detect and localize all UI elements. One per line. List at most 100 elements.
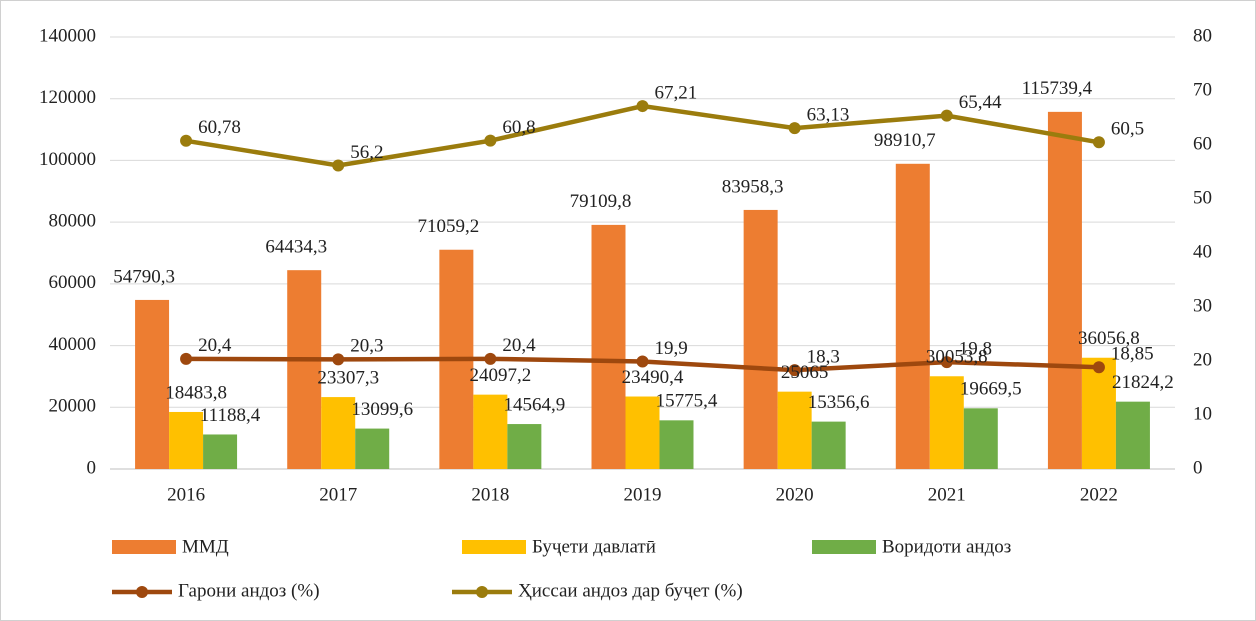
legend-marker: [476, 586, 488, 598]
bar: [473, 394, 508, 469]
bar: [1115, 401, 1150, 469]
x-tick-label: 2020: [776, 484, 814, 505]
x-tick-label: 2022: [1080, 484, 1118, 505]
data-label: 18,85: [1111, 344, 1154, 365]
y2-tick-label: 70: [1193, 79, 1212, 100]
x-tick-label: 2021: [928, 484, 966, 505]
bar: [591, 224, 626, 469]
data-label: 21824,2: [1112, 372, 1174, 393]
data-label: 23307,3: [317, 367, 379, 388]
data-label: 30053,8: [926, 347, 988, 368]
x-tick-label: 2016: [167, 484, 205, 505]
y2-tick-label: 20: [1193, 349, 1212, 370]
data-label: 63,13: [807, 104, 850, 125]
x-tick-label: 2017: [319, 484, 357, 505]
line-marker: [940, 109, 953, 122]
data-label: 71059,2: [417, 216, 479, 237]
y-tick-label: 0: [87, 457, 97, 478]
legend-swatch: [462, 540, 526, 554]
data-label: 56,2: [350, 142, 383, 163]
data-label: 19669,5: [960, 379, 1022, 400]
data-label: 20,4: [502, 335, 536, 356]
data-label: 60,78: [198, 117, 241, 138]
data-label: 115739,4: [1022, 78, 1093, 99]
bar: [963, 408, 998, 469]
data-label: 23490,4: [622, 367, 684, 388]
bar: [743, 209, 778, 469]
line-marker: [484, 352, 497, 365]
y2-tick-label: 80: [1193, 25, 1212, 46]
data-label: 15356,6: [808, 392, 870, 413]
line-marker: [332, 159, 345, 172]
y-tick-label: 80000: [49, 211, 97, 232]
data-label: 65,44: [959, 92, 1002, 113]
data-label: 24097,2: [469, 365, 531, 386]
line-marker: [788, 122, 801, 135]
y2-tick-label: 40: [1193, 241, 1212, 262]
data-label: 19,9: [655, 338, 688, 359]
legend-swatch: [812, 540, 876, 554]
line-marker: [1092, 361, 1105, 374]
line-marker: [484, 134, 497, 147]
legend-label: Ҳиссаи андоз дар буҷет (%): [518, 580, 743, 601]
y-tick-label: 140000: [39, 25, 96, 46]
data-label: 79109,8: [570, 191, 632, 212]
bar: [625, 396, 660, 469]
x-tick-label: 2019: [624, 484, 662, 505]
y-tick-label: 20000: [49, 396, 97, 417]
line-marker: [1092, 136, 1105, 149]
data-label: 25065: [781, 362, 829, 383]
data-label: 18,3: [807, 347, 840, 368]
bar: [321, 397, 356, 469]
data-label: 83958,3: [722, 176, 784, 197]
bar: [169, 411, 204, 469]
data-label: 64434,3: [265, 237, 327, 258]
line-marker: [940, 356, 953, 369]
y2-tick-label: 0: [1193, 457, 1203, 478]
y-tick-label: 60000: [49, 272, 97, 293]
bar: [1081, 357, 1116, 469]
data-label: 18483,8: [165, 382, 227, 403]
bar: [659, 420, 694, 469]
bar: [135, 299, 170, 469]
y2-tick-label: 10: [1193, 403, 1212, 424]
data-label: 67,21: [655, 82, 698, 103]
bar: [895, 163, 930, 469]
bar: [203, 434, 238, 469]
y-tick-label: 100000: [39, 149, 96, 170]
line-marker: [788, 364, 801, 377]
data-label: 98910,7: [874, 130, 936, 151]
legend-label: ММД: [182, 536, 229, 557]
y-tick-label: 40000: [49, 334, 97, 355]
line-marker: [332, 353, 345, 366]
data-label: 13099,6: [351, 399, 413, 420]
x-tick-label: 2018: [471, 484, 509, 505]
y2-tick-label: 50: [1193, 187, 1212, 208]
y2-tick-label: 60: [1193, 133, 1212, 154]
y-tick-label: 120000: [39, 87, 96, 108]
data-label: 20,3: [350, 336, 383, 357]
bar: [811, 421, 846, 469]
legend-swatch: [112, 540, 176, 554]
bar: [507, 424, 542, 469]
line-marker: [180, 134, 193, 147]
bar: [355, 428, 390, 469]
legend-label: Воридоти андоз: [882, 536, 1011, 557]
data-label: 36056,8: [1078, 328, 1140, 349]
line-marker: [636, 100, 649, 113]
legend-label: Буҷети давлатӣ: [532, 536, 656, 557]
data-label: 54790,3: [113, 266, 175, 287]
y2-tick-label: 30: [1193, 295, 1212, 316]
bar: [287, 270, 322, 469]
data-label: 60,8: [502, 117, 535, 138]
bar: [929, 376, 964, 469]
bar: [1047, 111, 1082, 470]
line-marker: [180, 352, 193, 365]
data-label: 11188,4: [200, 405, 261, 426]
data-label: 20,4: [198, 335, 232, 356]
bar: [777, 391, 812, 469]
line-marker: [636, 355, 649, 368]
legend-marker: [136, 586, 148, 598]
